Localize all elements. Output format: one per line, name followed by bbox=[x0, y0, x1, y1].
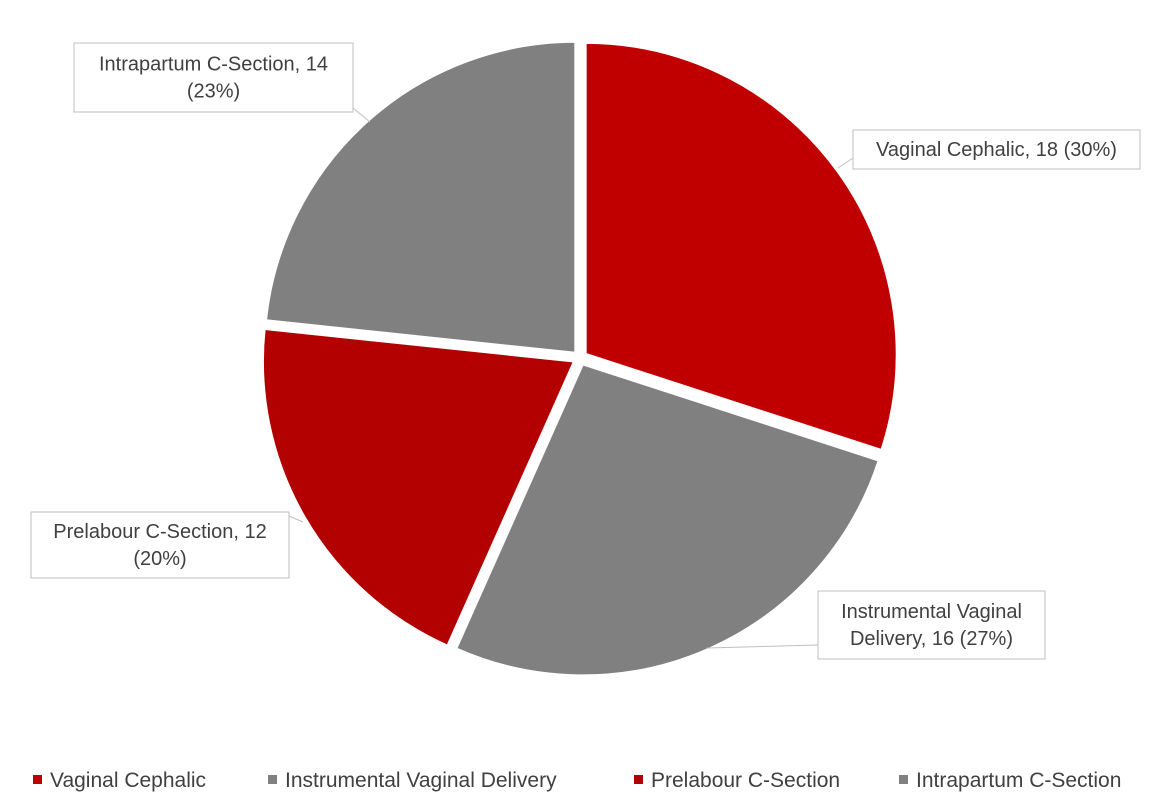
legend-item-vaginal-cephalic: Vaginal Cephalic bbox=[33, 769, 206, 792]
pie-slice-vaginal-cephalic bbox=[584, 41, 898, 452]
legend-item-prelabour-c-section: Prelabour C-Section bbox=[634, 769, 840, 792]
data-label-text: Intrapartum C-Section, 14 bbox=[99, 54, 328, 76]
data-label-prelabour-c-section: Prelabour C-Section, 12 (20%) bbox=[30, 511, 290, 579]
legend-label: Intrapartum C-Section bbox=[916, 769, 1121, 792]
data-label-text: Vaginal Cephalic, 18 (30%) bbox=[876, 139, 1117, 161]
data-label-instrumental-vaginal-delivery: Instrumental Vaginal Delivery, 16 (27%) bbox=[817, 590, 1046, 660]
data-label-text: Prelabour C-Section, 12 bbox=[53, 521, 266, 543]
leader-lines bbox=[288, 107, 854, 649]
data-label-text: Instrumental Vaginal bbox=[841, 601, 1022, 623]
legend-item-intrapartum-c-section: Intrapartum C-Section bbox=[899, 769, 1121, 792]
legend-label: Instrumental Vaginal Delivery bbox=[285, 769, 557, 792]
leader-line-instrumental-vaginal-delivery bbox=[706, 644, 819, 649]
pie-slice-instrumental-vaginal-delivery bbox=[455, 363, 880, 677]
pie-slice-prelabour-c-section bbox=[261, 327, 576, 647]
data-label-vaginal-cephalic: Vaginal Cephalic, 18 (30%) bbox=[852, 129, 1141, 170]
legend-label: Prelabour C-Section bbox=[651, 769, 840, 792]
data-label-intrapartum-c-section: Intrapartum C-Section, 14 (23%) bbox=[73, 42, 354, 113]
pie-slice-intrapartum-c-section bbox=[264, 40, 577, 354]
legend-swatch bbox=[33, 775, 42, 784]
leader-line-prelabour-c-section bbox=[288, 515, 304, 523]
leader-line-vaginal-cephalic bbox=[837, 157, 854, 169]
legend-item-instrumental-vaginal-delivery: Instrumental Vaginal Delivery bbox=[268, 769, 557, 792]
legend: Vaginal Cephalic Instrumental Vaginal Del… bbox=[33, 769, 1121, 792]
leader-line-intrapartum-c-section bbox=[352, 107, 371, 123]
legend-swatch bbox=[634, 775, 643, 784]
legend-label: Vaginal Cephalic bbox=[50, 769, 206, 792]
data-label-box bbox=[852, 129, 1141, 170]
data-label-box bbox=[817, 590, 1046, 660]
data-label-text: Delivery, 16 (27%) bbox=[850, 628, 1013, 650]
data-label-text: (23%) bbox=[187, 81, 240, 103]
pie-slices bbox=[261, 40, 898, 677]
legend-swatch bbox=[268, 775, 277, 784]
data-label-box bbox=[73, 42, 354, 113]
data-labels: Intrapartum C-Section, 14 (23%) Vaginal Ce… bbox=[30, 42, 1141, 660]
data-label-text: (20%) bbox=[133, 548, 186, 570]
legend-swatch bbox=[899, 775, 908, 784]
data-label-box bbox=[30, 511, 290, 579]
